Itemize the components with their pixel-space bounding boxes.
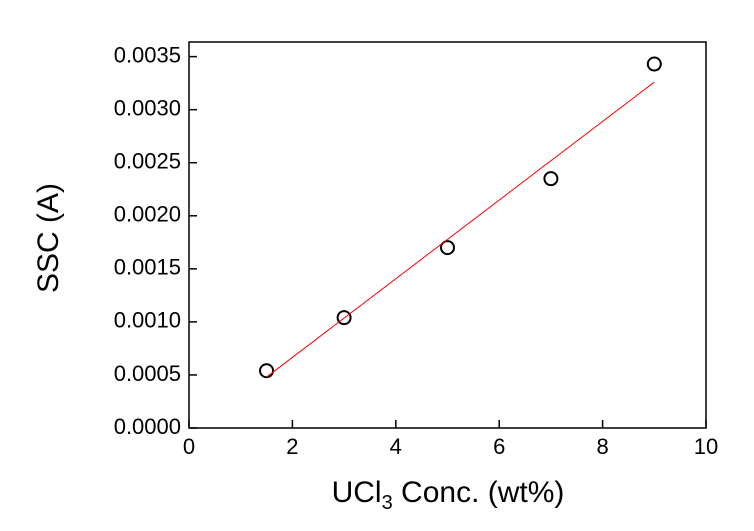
- y-axis-title: SSC (A): [32, 183, 65, 293]
- y-tick-label: 0.0020: [114, 202, 181, 227]
- data-point: [543, 171, 559, 187]
- x-title-subscript: 3: [382, 492, 393, 514]
- x-tick-label: 2: [286, 434, 298, 459]
- y-tick-label: 0.0015: [114, 255, 181, 280]
- x-title-main: UCl: [332, 476, 382, 509]
- data-point: [259, 363, 275, 379]
- data-point: [336, 310, 352, 326]
- plot-frame: [188, 41, 707, 429]
- y-tick-label: 0.0000: [114, 414, 181, 439]
- fit-line: [266, 81, 655, 378]
- y-tick-label: 0.0005: [114, 361, 181, 386]
- x-axis-title: UCl3 Conc. (wt%): [332, 476, 565, 514]
- x-tick-label: 8: [596, 434, 608, 459]
- x-title-rest: Conc. (wt%): [393, 476, 565, 509]
- x-tick-label: 6: [493, 434, 505, 459]
- y-tick-label: 0.0030: [114, 95, 181, 120]
- y-tick-label: 0.0025: [114, 149, 181, 174]
- data-point: [440, 240, 455, 256]
- data-point: [646, 56, 662, 72]
- x-tick-label: 10: [694, 434, 718, 459]
- y-tick-label: 0.0010: [114, 308, 181, 333]
- x-tick-label: 0: [183, 434, 195, 459]
- y-tick-label: 0.0035: [114, 42, 181, 67]
- x-tick-label: 4: [390, 434, 402, 459]
